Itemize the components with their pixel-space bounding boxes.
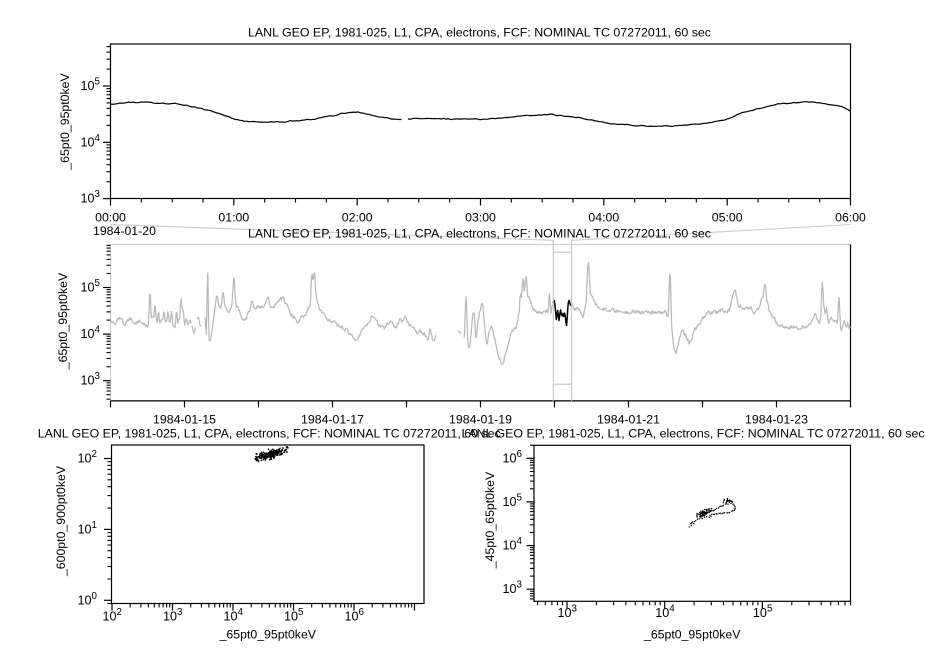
- svg-text:_45pt0_65pt0keV: _45pt0_65pt0keV: [483, 471, 497, 569]
- svg-text:1984-01-15: 1984-01-15: [153, 413, 216, 427]
- svg-text:1984-01-17: 1984-01-17: [301, 413, 364, 427]
- svg-text:00:00: 00:00: [95, 211, 126, 225]
- svg-text:_65pt0_95pt0keV: _65pt0_95pt0keV: [219, 628, 317, 642]
- svg-text:_600pt0_900pt0keV: _600pt0_900pt0keV: [54, 465, 68, 577]
- svg-text:03:00: 03:00: [465, 211, 496, 225]
- svg-text:01:00: 01:00: [218, 211, 249, 225]
- svg-text:_65pt0_95pt0keV: _65pt0_95pt0keV: [643, 628, 741, 642]
- svg-text:LANL GEO EP, 1981-025, L1, CPA: LANL GEO EP, 1981-025, L1, CPA, electron…: [38, 426, 501, 440]
- svg-text:1984-01-21: 1984-01-21: [597, 413, 660, 427]
- svg-text:04:00: 04:00: [588, 211, 619, 225]
- svg-text:LANL GEO EP, 1981-025, L1, CPA: LANL GEO EP, 1981-025, L1, CPA, electron…: [462, 426, 925, 440]
- svg-text:LANL GEO EP, 1981-025, L1, CPA: LANL GEO EP, 1981-025, L1, CPA, electron…: [248, 26, 711, 40]
- svg-text:1984-01-23: 1984-01-23: [745, 413, 808, 427]
- svg-text:_65pt0_95pt0keV: _65pt0_95pt0keV: [58, 73, 72, 171]
- svg-text:1984-01-19: 1984-01-19: [449, 413, 512, 427]
- svg-text:06:00: 06:00: [835, 211, 866, 225]
- svg-text:LANL GEO EP, 1981-025, L1, CPA: LANL GEO EP, 1981-025, L1, CPA, electron…: [248, 226, 711, 240]
- svg-text:1984-01-20: 1984-01-20: [93, 224, 156, 238]
- svg-text:05:00: 05:00: [712, 211, 743, 225]
- svg-text:_65pt0_95pt0keV: _65pt0_95pt0keV: [56, 272, 70, 370]
- svg-text:02:00: 02:00: [342, 211, 373, 225]
